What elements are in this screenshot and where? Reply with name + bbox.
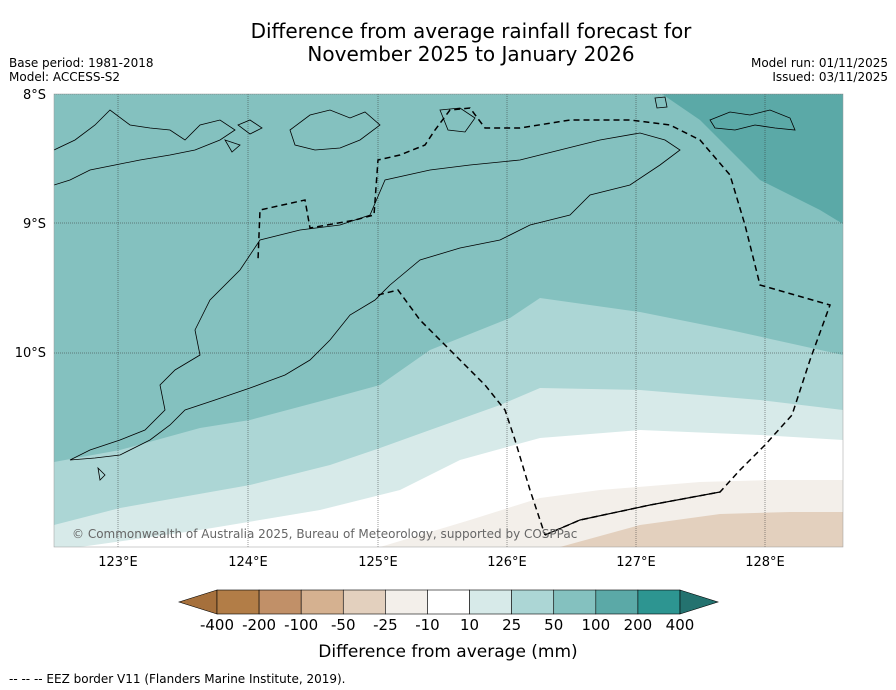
colorbar-swatch: [385, 589, 428, 615]
lon-label-126e: 126°E: [487, 555, 527, 570]
lon-label-123e: 123°E: [98, 555, 138, 570]
colorbar-tick-label: 100: [581, 616, 610, 634]
eez-solid-segment: [544, 491, 721, 536]
meta-left: Base period: 1981-2018 Model: ACCESS-S2: [9, 56, 154, 84]
title-line-1: Difference from average rainfall forecas…: [250, 19, 692, 43]
lat-label-9s: 9°S: [23, 217, 46, 232]
colorbar-tick-label: 25: [502, 616, 521, 634]
colorbar-tick-label: -25: [373, 616, 398, 634]
colorbar: [178, 589, 719, 615]
lon-label-124e: 124°E: [228, 555, 268, 570]
colorbar-swatch: [342, 589, 386, 615]
colorbar-tick-label: -100: [284, 616, 318, 634]
base-period: Base period: 1981-2018: [9, 56, 154, 70]
lon-label-127e: 127°E: [616, 555, 656, 570]
colorbar-tick-label: 10: [460, 616, 479, 634]
zone-neg50-to-neg25: [560, 512, 843, 547]
lat-label-10s: 10°S: [15, 346, 46, 361]
colorbar-swatch: [300, 589, 344, 615]
colorbar-tick-label: -50: [331, 616, 356, 634]
colorbar-tick-label: -200: [242, 616, 276, 634]
colorbar-tick-label: 200: [624, 616, 653, 634]
map-gridlines: [54, 94, 843, 547]
colorbar-swatch: [553, 589, 597, 615]
lon-label-128e: 128°E: [745, 555, 785, 570]
colorbar-swatch: [258, 589, 302, 615]
chart-title: Difference from average rainfall forecas…: [0, 20, 896, 66]
model-run: Model run: 01/11/2025: [750, 56, 888, 70]
issued-date: Issued: 03/11/2025: [772, 70, 888, 84]
colorbar-extend-low: [178, 589, 218, 615]
zone-100-to-200: [662, 94, 843, 224]
lon-label-125e: 125°E: [358, 555, 398, 570]
colorbar-swatch: [511, 589, 555, 615]
colorbar-swatch: [427, 589, 470, 615]
map-frame: [53, 93, 844, 548]
colorbar-swatch: [216, 589, 260, 615]
colorbar-swatch: [469, 589, 512, 615]
copyright-notice: © Commonwealth of Australia 2025, Bureau…: [72, 527, 577, 541]
colorbar-tick-label: 400: [666, 616, 695, 634]
colorbar-title: Difference from average (mm): [318, 642, 577, 662]
colorbar-tick-label: -400: [200, 616, 234, 634]
eez-border: [257, 107, 831, 536]
colorbar-swatch: [595, 589, 639, 615]
meta-right: Model run: 01/11/2025 Issued: 03/11/2025: [751, 56, 888, 84]
lat-label-8s: 8°S: [23, 88, 46, 103]
eez-footnote: -- -- -- EEZ border V11 (Flanders Marine…: [9, 672, 346, 686]
colorbar-extend-high: [679, 589, 719, 615]
title-line-2: November 2025 to January 2026: [307, 42, 635, 66]
colorbar-ticks: -400 -200 -100 -50 -25 -10 10 25 50 100 200 400: [200, 616, 694, 634]
model-name: Model: ACCESS-S2: [9, 70, 121, 84]
colorbar-tick-label: -10: [415, 616, 440, 634]
map-plot-area: © Commonwealth of Australia 2025, Bureau…: [54, 94, 843, 547]
coastlines: [54, 96, 796, 481]
colorbar-tick-label: 50: [544, 616, 563, 634]
colorbar-swatch: [637, 589, 681, 615]
